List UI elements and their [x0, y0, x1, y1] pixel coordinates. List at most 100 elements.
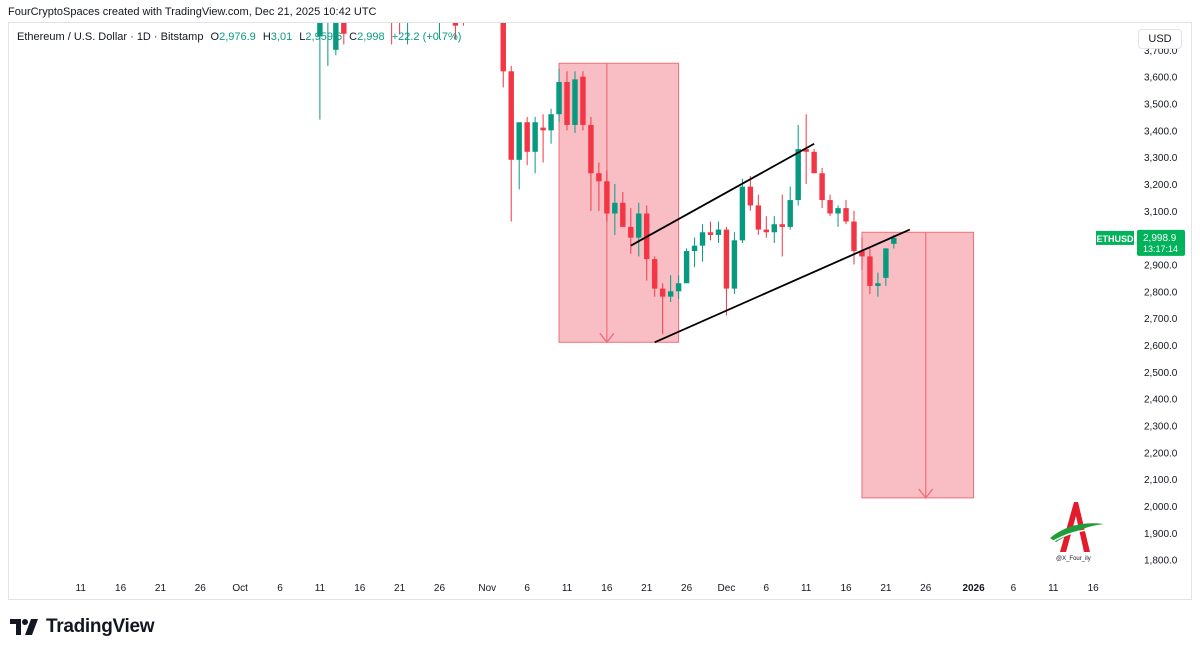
open-label: O [210, 31, 220, 43]
candle [612, 183, 618, 235]
tradingview-brand: TradingView [46, 616, 155, 637]
candle-body [636, 213, 642, 238]
x-tick-label: 6 [524, 583, 530, 594]
candle [628, 208, 634, 254]
candle-body [867, 256, 873, 286]
candle [683, 248, 690, 284]
x-tick-label: 26 [681, 583, 693, 594]
chart-frame [8, 22, 1192, 600]
candle-body [437, 7, 442, 12]
candle-body [779, 224, 785, 227]
candle-body [325, 10, 330, 23]
candle-body [596, 173, 602, 182]
candle-body [835, 208, 841, 214]
candle-body [620, 202, 626, 227]
candle-body [803, 149, 809, 152]
candle-body [699, 232, 706, 246]
low-label: L [299, 31, 306, 43]
candle [469, 0, 474, 23]
candle-body [651, 259, 658, 289]
y-tick-label: 1,900.0 [1144, 529, 1178, 540]
candle [843, 200, 849, 225]
candle-body [875, 283, 881, 286]
candle [867, 248, 873, 294]
x-tick-label: 2026 [962, 583, 985, 594]
candle-body [795, 149, 801, 201]
change-suffix: %) [448, 31, 462, 43]
candle-body [628, 226, 634, 238]
candle [883, 248, 889, 286]
candle [508, 65, 514, 222]
candle [452, 23, 459, 40]
candle [604, 170, 610, 222]
candle [747, 175, 754, 211]
candle [827, 194, 833, 217]
x-tick-label: 21 [394, 583, 406, 594]
candle-body [819, 173, 825, 201]
candle-body [747, 186, 754, 206]
x-tick-label: 21 [155, 583, 167, 594]
chart-attribution: FourCryptoSpaces created with TradingVie… [8, 6, 377, 18]
candle-body [851, 221, 857, 252]
candle-body [548, 114, 554, 131]
drop-zone-1 [558, 62, 680, 343]
candle-body [452, 23, 459, 26]
candle [500, 23, 506, 88]
candle [819, 167, 825, 209]
candle [596, 162, 602, 211]
candle [811, 149, 817, 174]
candle-body [675, 283, 682, 292]
candle [580, 71, 586, 131]
y-tick-label: 2,800.0 [1144, 287, 1178, 298]
y-tick-label: 1,800.0 [1144, 556, 1178, 567]
candle-body [859, 251, 865, 257]
y-tick-label: 3,600.0 [1144, 73, 1178, 84]
candle [707, 221, 714, 241]
candle-body [707, 232, 714, 235]
candle [620, 192, 626, 227]
currency-selector[interactable]: USD [1138, 29, 1182, 49]
candle-body [556, 82, 562, 115]
candle [675, 275, 682, 300]
y-tick-label: 2,600.0 [1144, 341, 1178, 352]
candle-body [731, 240, 738, 289]
candle-body [389, 4, 394, 9]
candle [636, 202, 642, 257]
tradingview-logo-icon [10, 619, 38, 635]
x-tick-label: 11 [1048, 583, 1059, 594]
y-tick-label: 3,700.0 [1144, 46, 1178, 57]
candle-body [516, 122, 522, 160]
x-tick-label: 26 [434, 583, 446, 594]
candle [763, 216, 770, 238]
candle [556, 68, 562, 123]
candle [540, 114, 546, 163]
candle [532, 116, 538, 174]
candle-body [540, 127, 546, 131]
x-tick-label: 6 [764, 583, 770, 594]
y-tick-label: 2,400.0 [1144, 395, 1178, 406]
symbol-legend: Ethereum / U.S. Dollar · 1D · Bitstamp O… [17, 31, 461, 43]
bar-countdown: 13:17:14 [1143, 244, 1178, 254]
candle [399, 23, 401, 34]
candle [859, 237, 865, 270]
x-tick-label: 26 [195, 583, 207, 594]
close-label: C [349, 31, 358, 43]
candle-body [827, 200, 833, 214]
candle-body [763, 229, 770, 233]
low-value: 2,959.6 [305, 31, 343, 43]
candle [667, 275, 674, 303]
candle-body [333, 23, 339, 50]
tradingview-logo[interactable]: TradingView [10, 616, 155, 638]
candle-body [891, 237, 897, 244]
candle [516, 122, 522, 190]
x-tick-label: 21 [880, 583, 892, 594]
y-tick-label: 2,700.0 [1144, 314, 1178, 325]
x-tick-label: 16 [1088, 583, 1100, 594]
channel-trendline-1 [630, 142, 815, 247]
candle-body [787, 200, 793, 227]
candle-body [341, 23, 347, 34]
candle-body [723, 229, 730, 289]
x-tick-label: 11 [315, 583, 326, 594]
y-tick-label: 2,900.0 [1144, 260, 1178, 271]
